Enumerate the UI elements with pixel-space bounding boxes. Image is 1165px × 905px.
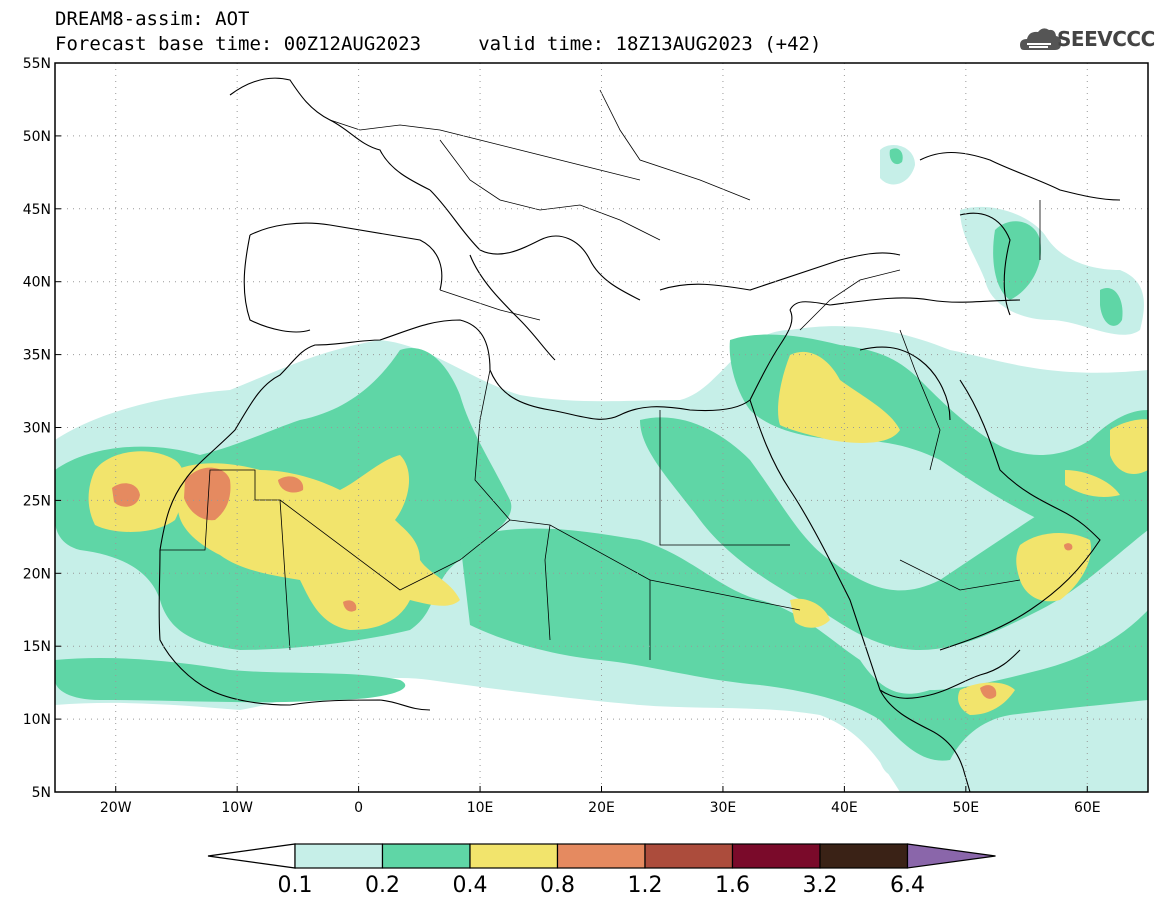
y-tick-label: 15N xyxy=(23,639,51,655)
colorbar-label: 1.6 xyxy=(715,873,750,898)
coastlines xyxy=(158,77,1121,792)
x-tick-label: 30E xyxy=(710,800,737,816)
colorbar-swatch xyxy=(644,843,734,869)
colorbar-label: 0.2 xyxy=(365,873,400,898)
colorbar-swatch xyxy=(294,843,384,869)
colorbar-swatch xyxy=(556,843,646,869)
y-tick-label: 45N xyxy=(23,202,51,218)
y-tick-label: 20N xyxy=(23,566,51,582)
colorbar-under-arrow xyxy=(207,843,296,869)
x-axis: 20W 10W 0 10E 20E 30E 40E 50E 60E xyxy=(100,786,1101,816)
x-tick-label: 20W xyxy=(100,800,132,816)
colorbar-swatch xyxy=(469,843,559,869)
colorbar-label: 6.4 xyxy=(890,873,925,898)
colorbar-swatch xyxy=(731,843,821,869)
colorbar-swatch xyxy=(381,843,471,869)
colorbar-label: 1.2 xyxy=(628,873,663,898)
cloud-icon xyxy=(1020,28,1062,50)
x-tick-label: 0 xyxy=(354,800,363,816)
aot-level-0-8 xyxy=(112,467,1073,699)
y-tick-label: 5N xyxy=(32,785,51,801)
y-tick-label: 35N xyxy=(23,348,51,364)
forecast-times: Forecast base time: 00Z12AUG2023 valid t… xyxy=(55,33,822,55)
x-tick-label: 20E xyxy=(588,800,615,816)
y-tick-label: 25N xyxy=(23,493,51,509)
y-axis: 55N 50N 45N 40N 35N 30N 25N 20N 15N 10N 5N xyxy=(23,56,61,801)
x-tick-label: 50E xyxy=(952,800,979,816)
x-tick-label: 60E xyxy=(1074,800,1101,816)
y-tick-label: 40N xyxy=(23,275,51,291)
colorbar-label: 0.4 xyxy=(453,873,488,898)
y-tick-label: 50N xyxy=(23,129,51,145)
x-tick-label: 10W xyxy=(221,800,253,816)
map-title: DREAM8-assim: AOT xyxy=(55,8,250,30)
colorbar-label: 3.2 xyxy=(803,873,838,898)
aot-level-0-4 xyxy=(88,351,1148,715)
seevccc-logo: SEEVCCC xyxy=(1057,27,1155,51)
colorbar-label: 0.1 xyxy=(278,873,313,898)
y-tick-label: 30N xyxy=(23,421,51,437)
colorbar: 0.1 0.2 0.4 0.8 1.2 1.6 3.2 6.4 xyxy=(207,843,996,898)
y-tick-label: 10N xyxy=(23,712,51,728)
y-tick-label: 55N xyxy=(23,56,51,72)
colorbar-swatch xyxy=(819,843,909,869)
colorbar-over-arrow xyxy=(906,843,996,869)
colorbar-label: 0.8 xyxy=(540,873,575,898)
country-borders xyxy=(160,89,1041,660)
x-tick-label: 40E xyxy=(831,800,858,816)
graticule xyxy=(55,63,1148,792)
x-tick-label: 10E xyxy=(467,800,494,816)
